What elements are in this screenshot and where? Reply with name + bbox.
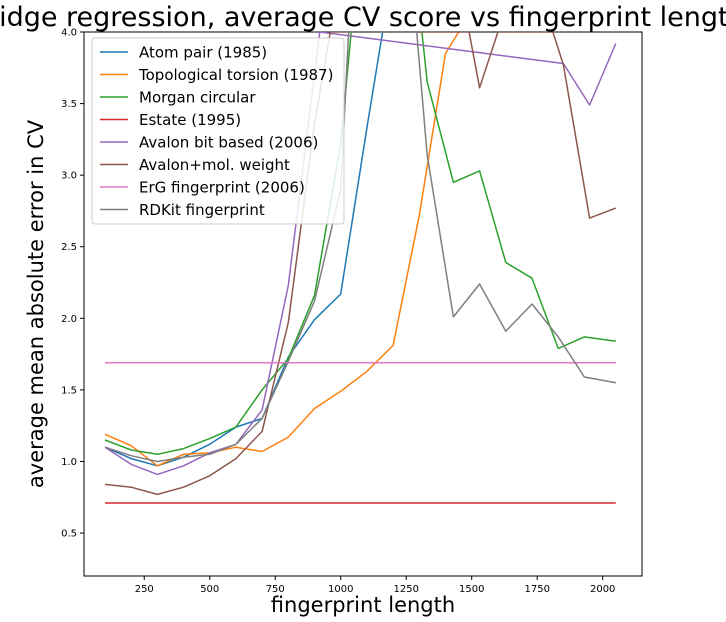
- x-tick-label: 1000: [328, 584, 353, 595]
- x-tick-label: 2000: [590, 584, 615, 595]
- chart-title: Ridge regression, average CV score vs fi…: [0, 2, 726, 33]
- x-tick-label: 1500: [459, 584, 484, 595]
- legend-label: RDKit fingerprint: [139, 201, 265, 219]
- legend-label: Avalon bit based (2006): [139, 134, 318, 152]
- y-tick-label: 3.5: [61, 99, 77, 110]
- y-tick-label: 1.0: [61, 457, 77, 468]
- x-axis-ticks: 250 500 750 1000 1250 1500 1750 2000: [135, 576, 615, 595]
- x-tick-label: 750: [266, 584, 285, 595]
- x-tick-label: 1750: [524, 584, 549, 595]
- y-tick-label: 1.5: [61, 385, 77, 396]
- y-tick-label: 2.5: [61, 242, 77, 253]
- series-line-1: [104, 32, 460, 467]
- x-tick-label: 250: [135, 584, 154, 595]
- y-tick-label: 4.0: [61, 28, 77, 39]
- legend-label: Avalon+mol. weight: [139, 156, 290, 174]
- series-line-0: [104, 32, 384, 467]
- y-tick-label: 3.0: [61, 171, 77, 182]
- y-axis-label: average mean absolute error in CV: [24, 119, 48, 488]
- series-lines: [104, 32, 617, 504]
- y-tick-label: 2.0: [61, 314, 77, 325]
- legend-label: Atom pair (1985): [139, 44, 267, 62]
- y-axis-ticks: 0.5 1.0 1.5 2.0 2.5 3.0 3.5 4.0: [61, 28, 84, 540]
- x-tick-label: 1250: [393, 584, 418, 595]
- legend-label: Estate (1995): [139, 111, 241, 129]
- y-tick-label: 0.5: [61, 529, 77, 540]
- series-line-7: [104, 32, 616, 463]
- x-tick-label: 500: [200, 584, 219, 595]
- x-axis-label: fingerprint length: [271, 593, 455, 617]
- legend: Atom pair (1985) Topological torsion (198…: [91, 37, 345, 225]
- legend-box: [91, 37, 345, 225]
- legend-label: Topological torsion (1987): [138, 66, 333, 84]
- legend-label: ErG fingerprint (2006): [139, 179, 305, 197]
- legend-label: Morgan circular: [139, 89, 256, 107]
